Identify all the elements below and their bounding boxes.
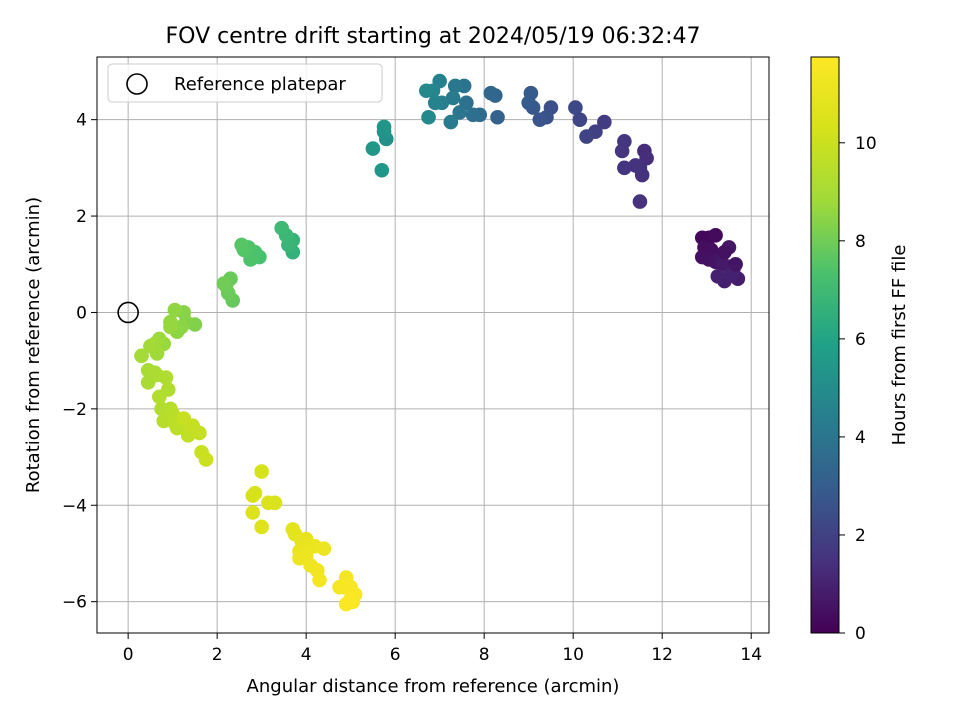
data-point [152,389,167,405]
x-tick-label: 14 [740,645,762,665]
data-point [245,505,261,520]
data-point [532,112,548,127]
legend-entry-reference: Reference platepar [174,74,346,95]
data-point [710,269,726,284]
data-point [445,90,461,106]
x-tick-label: 4 [301,645,312,665]
x-axis-ticks: 0 2 4 6 8 10 12 14 [123,633,762,665]
data-point [572,112,588,127]
y-tick-label: 0 [76,303,87,323]
colorbar-tick-label: 8 [855,232,866,252]
x-tick-label: 8 [479,645,490,665]
data-point [274,220,289,236]
x-axis-label: Angular distance from reference (arcmin) [247,676,620,697]
colorbar-ticks: 0 2 4 6 8 10 [839,134,877,644]
colorbar-tick-label: 2 [855,526,866,546]
data-point [419,83,434,99]
data-point [452,105,468,120]
chart-title: FOV centre drift starting at 2024/05/19 … [166,24,701,49]
data-point [490,109,505,125]
data-point [143,338,158,354]
data-point [447,78,463,94]
y-tick-label: 4 [76,111,87,131]
data-point [176,411,192,426]
data-point [427,95,443,111]
data-point [717,244,732,260]
colorbar-tick-label: 10 [855,134,877,154]
x-tick-label: 12 [651,645,673,665]
x-tick-label: 0 [123,645,134,665]
data-point [443,114,459,130]
data-point [245,488,261,503]
data-point [254,519,269,535]
x-tick-label: 2 [212,645,223,665]
data-point [632,194,648,209]
data-point [521,95,536,111]
colorbar-frame [810,56,840,634]
data-point [708,228,723,243]
data-point [234,237,249,253]
data-point [158,370,174,385]
data-point [483,85,499,101]
data-point [579,129,594,144]
reference-platepar-marker [117,301,139,324]
colorbar-gradient [811,57,839,633]
x-tick-label: 10 [562,645,584,665]
data-point [374,162,390,178]
y-tick-label: −4 [62,496,87,516]
data-point [198,452,214,467]
data-point [421,109,436,125]
y-axis-ticks: −6 −4 −2 0 2 4 [62,111,97,613]
legend-marker-reference [126,73,148,95]
colorbar-tick-label: 0 [855,624,866,644]
y-tick-label: −2 [62,400,87,420]
colorbar: 0 2 4 6 8 10 Hours from first FF file [810,56,910,644]
colorbar-tick-label: 4 [855,428,866,448]
data-point [216,276,232,291]
data-point [628,158,643,173]
colorbar-label: Hours from first FF file [889,245,910,446]
data-point [163,319,178,335]
data-point [597,114,612,130]
legend-box [107,63,383,103]
colorbar-tick-label: 6 [855,330,866,350]
y-tick-label: 2 [76,207,87,227]
y-tick-label: −6 [62,593,87,613]
data-point [134,348,149,364]
data-point [267,495,283,511]
data-point [376,119,392,135]
data-point [728,256,743,272]
data-point [343,591,358,607]
y-axis-label: Rotation from reference (arcmin) [23,197,44,493]
data-point [568,100,583,115]
x-tick-label: 6 [390,645,401,665]
legend: Reference platepar [107,63,383,103]
data-point [617,134,632,149]
data-point [617,160,632,176]
data-point [167,302,183,318]
data-point [365,141,381,156]
data-point [316,541,332,556]
data-point [312,572,327,588]
plot-frame [96,56,770,634]
data-point [254,464,269,479]
data-points [117,73,746,612]
data-point [465,107,481,123]
